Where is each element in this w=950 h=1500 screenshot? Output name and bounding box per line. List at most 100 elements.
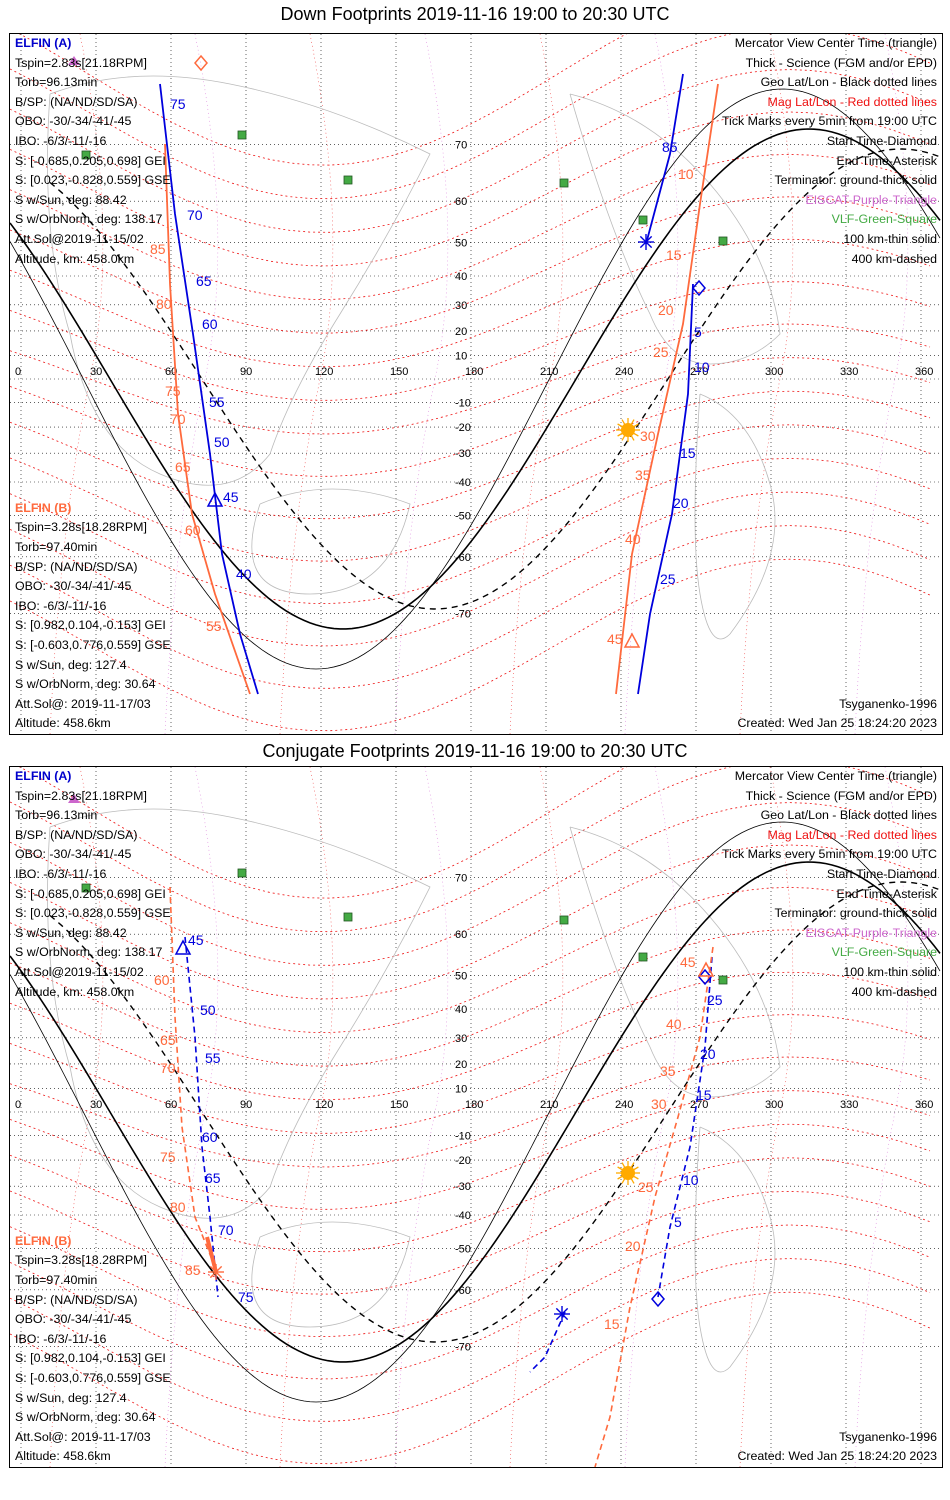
track-time-label: 85 [662, 139, 678, 155]
mag-lat-gridline [10, 1258, 931, 1422]
mag-lat-gridline [10, 844, 931, 1000]
mag-lon-gridline [394, 767, 449, 1467]
elfin-a-line: Torb=96.13min [15, 808, 98, 823]
elfin-b-line: Tspin=3.28s[18.28RPM] [15, 1253, 147, 1268]
end-asterisk-icon [555, 1307, 569, 1321]
center-triangle-icon [174, 939, 192, 955]
legend-100km: 100 km-thin solid [843, 964, 937, 979]
lat-tick-label: 40 [455, 271, 467, 283]
sun-ray [632, 432, 639, 437]
legend-mag: Mag Lat/Lon - Red dotted lines [767, 827, 937, 842]
lat-tick-label: -40 [455, 1210, 471, 1222]
lat-tick-label: -70 [455, 608, 471, 620]
track-time-label: 55 [205, 1050, 221, 1066]
elfin-b-line: OBO: -30/-34/-41/-45 [15, 579, 132, 594]
eiscat-triangle-icon [68, 794, 80, 803]
lat-tick-label: 70 [455, 140, 467, 152]
legend-mag: Mag Lat/Lon - Red dotted lines [767, 94, 937, 109]
mag-lon-gridline [394, 34, 449, 734]
mag-lat-gridline [10, 767, 931, 933]
elfin-b-line: S: [0.982,0.104,-0.153] GEI [15, 618, 166, 633]
elfin-b-track [169, 886, 216, 1268]
elfin-a-line: S: [-0.685,0.205,0.698] GEI [15, 153, 166, 168]
legend-end: End Time-Asterisk [836, 886, 937, 901]
track-time-label: 60 [154, 972, 170, 988]
track-time-label: 65 [160, 1032, 176, 1048]
track-time-label: 75 [160, 1149, 176, 1165]
sun-ray [632, 423, 639, 428]
track-time-label: 30 [651, 1096, 667, 1112]
track-time-label: 80 [170, 1199, 186, 1215]
mag-lat-gridline [10, 525, 931, 689]
elfin-a-label: ELFIN (A) [15, 769, 72, 783]
elfin-a-line: S w/OrbNorm, deg: 138.17 [15, 945, 163, 960]
lon-tick-label: 30 [90, 1099, 102, 1111]
lon-tick-label: 300 [765, 366, 783, 378]
map-footer: Tsyganenko-1996 Created: Wed Jan 25 18:2… [737, 1428, 937, 1467]
lat-tick-label: -60 [455, 1285, 471, 1297]
mag-lat-gridline [10, 558, 931, 732]
legend-ticks: Tick Marks every 5min from 19:00 UTC [721, 114, 937, 129]
mag-lat-gridline [10, 1056, 931, 1168]
lon-tick-label: 270 [690, 1099, 708, 1111]
track-time-label: 60 [202, 1129, 218, 1145]
lon-tick-label: 330 [840, 1099, 858, 1111]
legend-mercator: Mercator View Center Time (triangle) [734, 36, 937, 50]
track-time-label: 35 [660, 1063, 676, 1079]
model-name: Tsyganenko-1996 [839, 1429, 937, 1444]
down-map-canvas: 0 30 60 90 120 150 180 210 240 270 300 330 360 70 60 50… [10, 34, 942, 734]
elfin-b-track-east [615, 83, 719, 695]
elfin-a-line: S: [0.023,-0.828,0.559] GSE [15, 173, 171, 188]
elfin-b-line: S: [0.982,0.104,-0.153] GEI [15, 1351, 166, 1366]
mag-lon-gridline [509, 34, 564, 734]
legend-eiscat: EISCAT-Purple-Triangle [805, 192, 937, 207]
elfin-b-line: B/SP: (NA/ND/SD/SA) [15, 1292, 138, 1307]
lat-tick-label: -50 [455, 510, 471, 522]
track-time-label: 40 [236, 566, 252, 582]
created-timestamp: Created: Wed Jan 25 18:24:20 2023 [737, 716, 937, 731]
mag-lon-gridline [509, 767, 564, 1467]
lat-tick-label: 30 [455, 300, 467, 312]
track-time-label: 20 [673, 495, 689, 511]
elfin-a-line: B/SP: (NA/ND/SD/SA) [15, 94, 138, 109]
lat-tick-label: 70 [455, 873, 467, 885]
elfin-b-line: S w/Sun, deg: 127.4 [15, 657, 127, 672]
terminator-ground [10, 861, 941, 1363]
elfin-b-line: Altitude: 458.6km [15, 716, 111, 731]
elfin-a-track-south [529, 1311, 566, 1373]
lat-tick-label: 40 [455, 1004, 467, 1016]
lat-tick-label: -20 [455, 1155, 471, 1167]
terminator-100km [10, 88, 941, 670]
elfin-a-track-east [657, 956, 713, 1298]
elfin-a-line: S w/Sun, deg: 88.42 [15, 925, 127, 940]
vlf-square-icon [638, 215, 648, 225]
vlf-square-icon [718, 975, 728, 985]
vlf-square-icon [343, 912, 353, 922]
track-time-label: 5 [694, 324, 702, 340]
lon-tick-label: 300 [765, 1099, 783, 1111]
track-time-label: 75 [170, 96, 186, 112]
track-time-label: 45 [188, 932, 204, 948]
elfin-a-line: Altitude, km: 458.0km [15, 984, 135, 999]
coastline [251, 488, 411, 595]
center-triangle-icon [623, 632, 641, 648]
legend-start: Start Time-Diamond [826, 133, 937, 148]
sun-ray [630, 434, 635, 441]
elfin-b-line: Att.Sol@: 2019-11-17/03 [15, 1429, 151, 1444]
track-time-label: 10 [678, 166, 694, 182]
elfin-a-line: S: [-0.685,0.205,0.698] GEI [15, 886, 166, 901]
eiscat-triangle-icon [68, 56, 80, 65]
track-time-label: 40 [666, 1016, 682, 1032]
lat-tick-label: 10 [455, 1083, 467, 1095]
lon-tick-label: 180 [465, 1099, 483, 1111]
track-time-label: 35 [635, 467, 651, 483]
elfin-b-line: Torb=97.40min [15, 1273, 98, 1288]
track-time-label: 50 [214, 434, 230, 450]
lon-tick-label: 330 [840, 366, 858, 378]
lat-tick-label: -60 [455, 552, 471, 564]
track-time-label: 45 [223, 489, 239, 505]
track-time-label: 55 [206, 618, 222, 634]
sun-ray [632, 1175, 639, 1180]
elfin-b-track-east [594, 946, 714, 1467]
elfin-a-line: Torb=96.13min [15, 75, 98, 90]
